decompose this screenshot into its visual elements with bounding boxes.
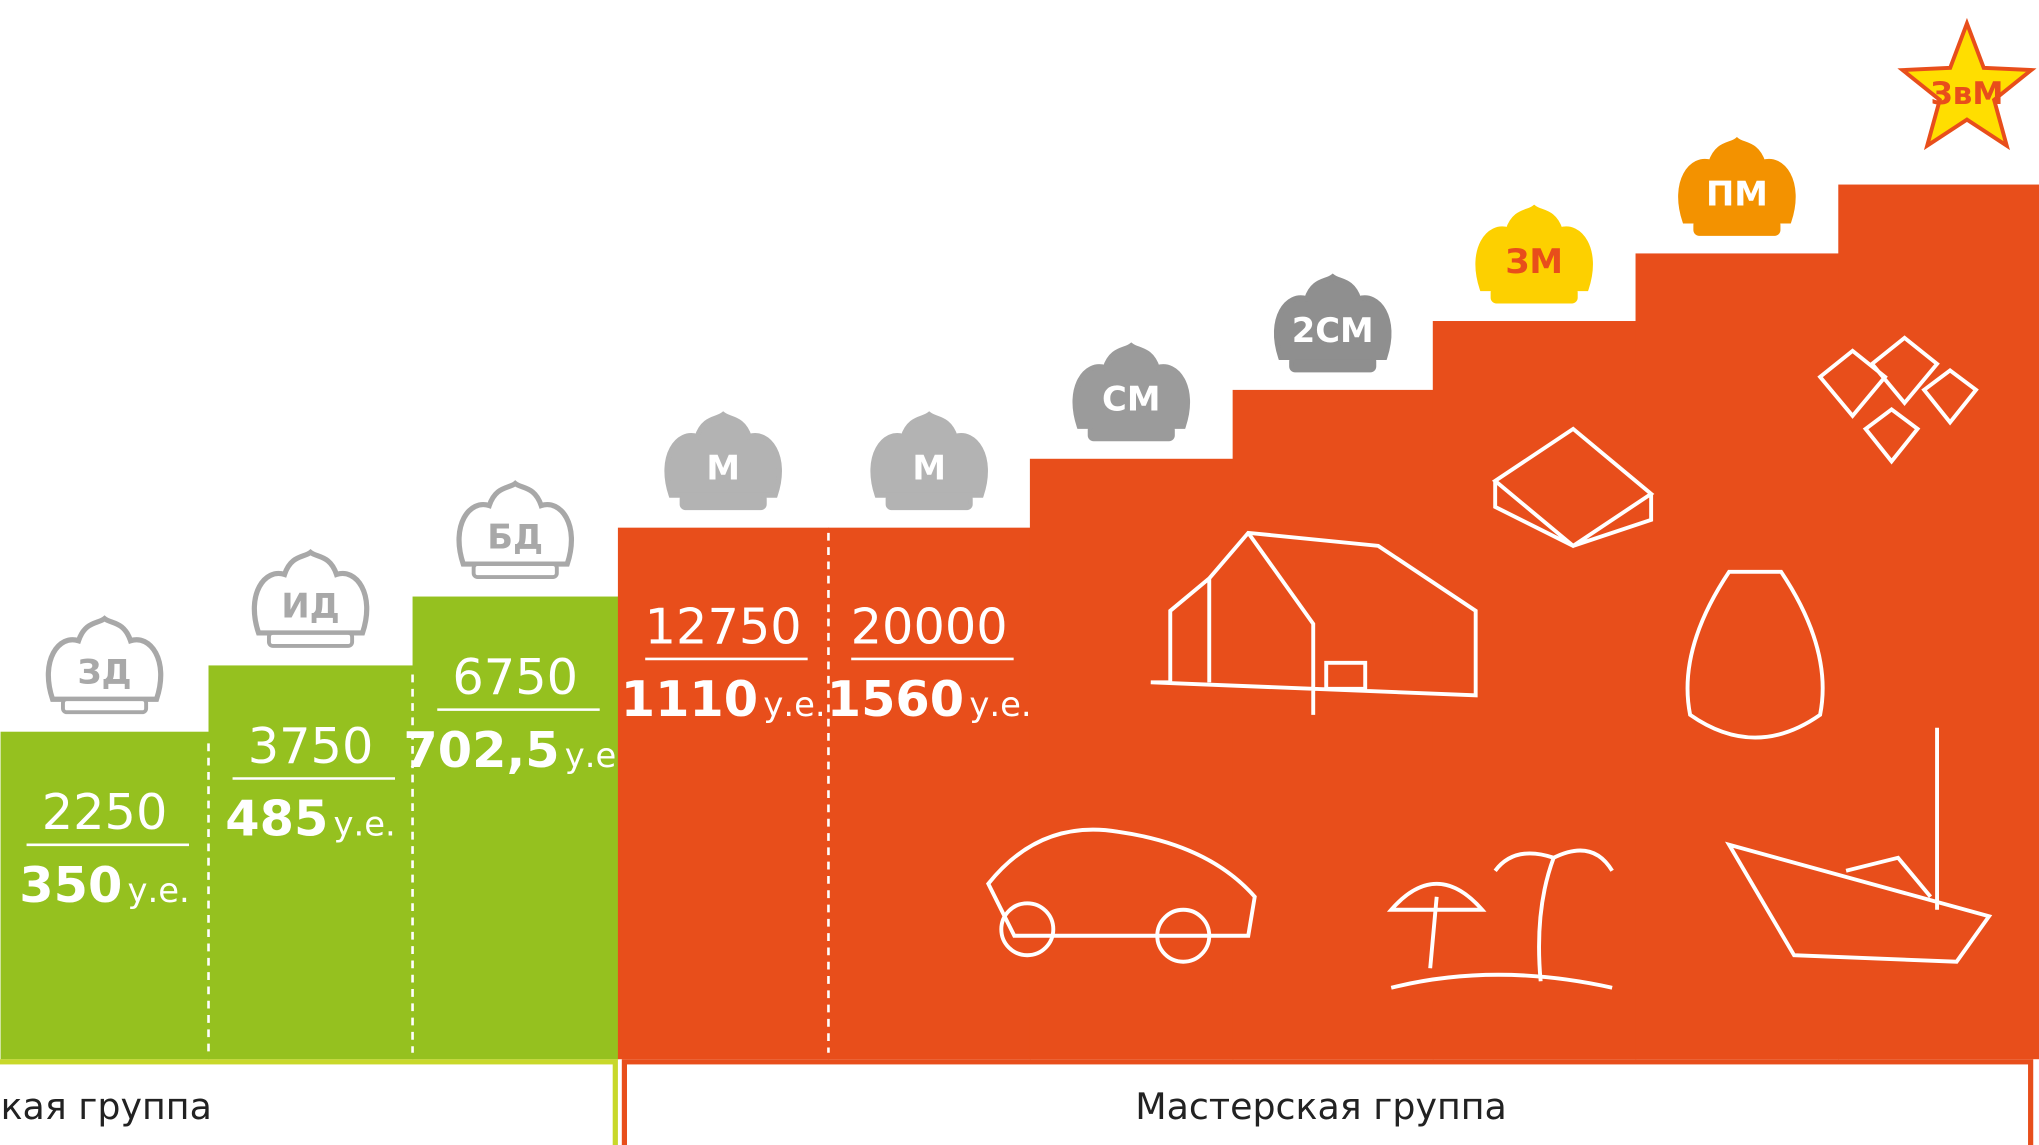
amount-unit: у.е. bbox=[565, 736, 627, 775]
badge-base bbox=[682, 495, 765, 508]
step bbox=[1030, 459, 1233, 1059]
badge-label: СМ bbox=[1102, 380, 1160, 419]
badge-base bbox=[1493, 289, 1576, 302]
badge-base bbox=[1695, 221, 1778, 234]
badge-base bbox=[63, 699, 146, 712]
amount-value: 485 bbox=[225, 790, 328, 848]
badge-label: ЗвМ bbox=[1930, 76, 2003, 112]
badge-base bbox=[1090, 426, 1173, 439]
badge-label: ПМ bbox=[1706, 174, 1768, 213]
points: 12750 bbox=[645, 597, 802, 655]
badge-base bbox=[269, 633, 352, 646]
badge-label: М bbox=[912, 449, 946, 488]
badge-label: ЗМ bbox=[1505, 242, 1563, 281]
group-label: Мастерская группа bbox=[1135, 1085, 1507, 1128]
badge-base bbox=[1291, 357, 1374, 370]
badge-label: М bbox=[706, 449, 740, 488]
badge-label: БД bbox=[487, 517, 543, 556]
amount-unit: у.е. bbox=[128, 871, 190, 910]
amount-unit: у.е. bbox=[334, 805, 396, 844]
points: 2250 bbox=[42, 783, 168, 841]
amount-value: 1560 bbox=[827, 670, 964, 728]
badge-label: ИД bbox=[281, 586, 339, 625]
step bbox=[1433, 321, 1636, 1059]
amount-value: 1110 bbox=[621, 670, 758, 728]
infographic: кая группа Мастерская группа ЗД2250350у.… bbox=[0, 0, 2039, 1145]
badge-base bbox=[474, 564, 557, 577]
amount-value: 702,5 bbox=[403, 721, 559, 779]
amount-value: 350 bbox=[19, 856, 122, 914]
amount-unit: у.е. bbox=[763, 685, 825, 724]
step bbox=[1636, 253, 1839, 1059]
badge-label: 2СМ bbox=[1292, 311, 1374, 350]
points: 20000 bbox=[851, 597, 1008, 655]
group-label: кая группа bbox=[1, 1085, 212, 1128]
badge-base bbox=[888, 495, 971, 508]
points: 3750 bbox=[248, 717, 374, 775]
badge-label: ЗД bbox=[77, 653, 131, 692]
step bbox=[1233, 390, 1434, 1059]
step bbox=[1838, 185, 2039, 1060]
amount-unit: у.е. bbox=[969, 685, 1031, 724]
points: 6750 bbox=[452, 648, 578, 706]
